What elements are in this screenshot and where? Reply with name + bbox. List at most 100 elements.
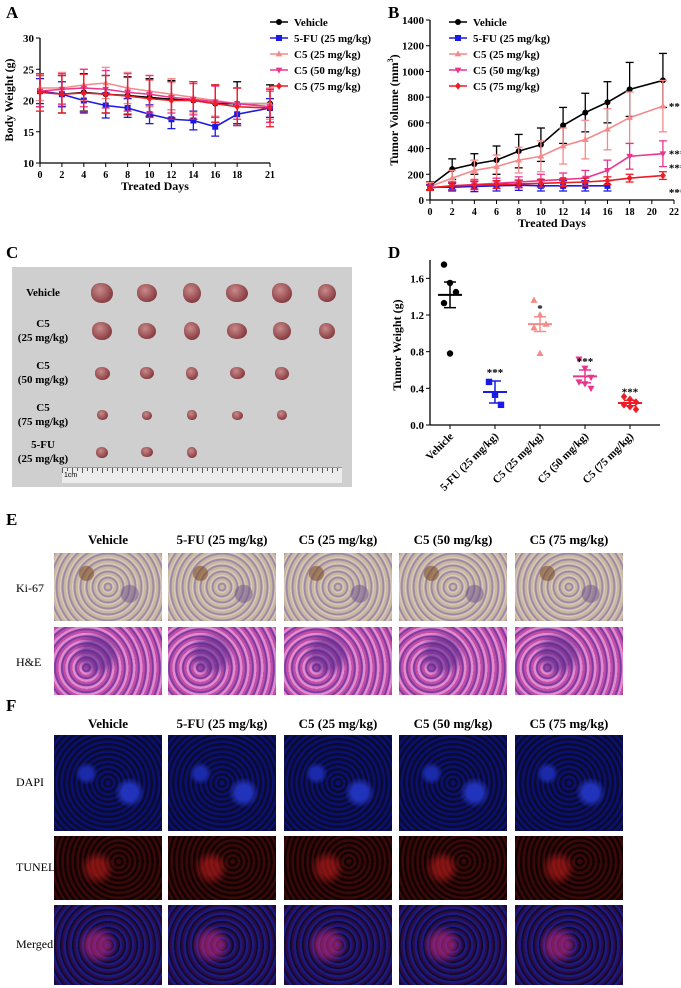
y-tick-label: 10 <box>23 158 35 170</box>
legend-entry-c25: C5 (25 mg/kg) <box>270 49 361 61</box>
panel-f-column-header: C5 (50 mg/kg) <box>413 716 493 731</box>
fluorescence-image-dapi <box>399 735 507 831</box>
fluorescence-image-tunel <box>399 836 507 900</box>
ruler-tick <box>337 468 338 471</box>
legend-marker <box>276 35 282 41</box>
ruler-tick <box>247 468 248 471</box>
y-tick-label: 0 <box>419 195 425 207</box>
x-tick-label: 8 <box>125 170 130 181</box>
y-tick-label: 600 <box>408 118 425 130</box>
photo-row-label: C5 (75 mg/kg) <box>17 402 69 428</box>
fluorescence-image-tunel <box>284 836 392 900</box>
y-tick-label: 0.4 <box>410 383 424 395</box>
data-point <box>485 378 493 386</box>
ruler-tick <box>67 468 68 471</box>
ruler-tick <box>227 468 228 471</box>
ruler-tick <box>237 468 238 471</box>
ruler-tick <box>187 468 188 471</box>
ruler-tick <box>277 468 278 471</box>
y-tick-label: 400 <box>408 144 425 156</box>
data-point <box>604 177 611 185</box>
panel-e-column-header: C5 (50 mg/kg) <box>413 532 493 547</box>
y-axis-label: Body Weight (g) <box>2 58 16 141</box>
ruler-tick <box>137 468 138 471</box>
data-point <box>626 174 633 182</box>
data-point <box>560 122 567 129</box>
data-point <box>212 123 219 130</box>
x-tick-label: 21 <box>265 170 275 181</box>
panel-label-a: A <box>6 3 19 22</box>
legend-marker <box>455 19 461 25</box>
ruler-tick <box>132 468 133 473</box>
ruler-tick <box>257 468 258 471</box>
ruler-tick <box>107 468 108 471</box>
tumor-specimen <box>141 447 153 457</box>
data-point <box>80 89 87 97</box>
ruler-tick <box>192 468 193 473</box>
data-point <box>530 323 538 331</box>
ruler-tick <box>167 468 168 471</box>
ruler-tick <box>307 468 308 471</box>
x-tick-label: 22 <box>669 207 679 218</box>
legend-label: 5-FU (25 mg/kg) <box>473 33 550 45</box>
panel-e-row-label: Ki-67 <box>16 581 44 595</box>
data-point <box>582 109 589 116</box>
panel-e-column-header: C5 (25 mg/kg) <box>298 532 378 547</box>
data-point <box>537 152 545 159</box>
significance-c75: *** <box>669 163 681 175</box>
legend-entry-c75: C5 (75 mg/kg) <box>449 81 540 93</box>
legend-entry-c75: C5 (75 mg/kg) <box>270 81 361 93</box>
data-point <box>626 395 634 404</box>
data-point <box>604 182 611 189</box>
y-tick-label: 1000 <box>402 66 425 78</box>
data-point <box>560 179 567 187</box>
histology-image-ki67 <box>284 553 392 621</box>
tumor-specimen <box>231 410 243 420</box>
x-tick-label: 10 <box>145 170 155 181</box>
fluorescence-image-merged <box>168 905 276 985</box>
panel-label-c: C <box>6 243 19 262</box>
y-axis-label: Tumor Volume (mm3) <box>386 54 401 165</box>
ruler-tick <box>92 468 93 473</box>
ruler-tick <box>117 468 118 471</box>
significance-c25: ** <box>669 101 681 113</box>
fluorescence-image-merged <box>284 905 392 985</box>
panel-e-column-header: C5 (75 mg/kg) <box>529 532 609 547</box>
legend-label: C5 (75 mg/kg) <box>473 81 540 93</box>
x-tick-label: 2 <box>450 207 455 218</box>
ruler-tick <box>157 468 158 471</box>
ruler-tick <box>242 468 243 473</box>
legend-entry-c50: C5 (50 mg/kg) <box>449 65 540 77</box>
tumor-specimen <box>96 410 108 420</box>
ruler-tick <box>87 468 88 471</box>
data-point <box>37 88 43 96</box>
panel-f-column-header: C5 (75 mg/kg) <box>529 716 609 731</box>
ruler-tick <box>327 468 328 471</box>
histology-image-he <box>515 627 623 695</box>
ruler-tick <box>182 468 183 473</box>
panel-f-column-header: 5-FU (25 mg/kg) <box>176 716 268 731</box>
ruler-tick <box>82 468 83 473</box>
fluorescence-image-merged <box>515 905 623 985</box>
series-c75 <box>426 171 667 192</box>
panel-f-row-label: TUNEL <box>16 860 56 874</box>
photo-row-label: C5 (50 mg/kg) <box>17 360 69 386</box>
panel-e-column-header: Vehicle <box>88 532 128 547</box>
data-point <box>448 174 456 181</box>
x-tick-label: 12 <box>166 170 176 181</box>
panel-label-b: B <box>388 3 400 22</box>
x-axis-label: Treated Days <box>518 216 586 230</box>
x-tick-label: 2 <box>59 170 64 181</box>
x-tick-label: 14 <box>188 170 198 181</box>
legend-marker <box>275 67 283 74</box>
data-point <box>190 117 197 124</box>
y-tick-label: 25 <box>23 64 35 76</box>
legend-marker <box>275 50 283 57</box>
histology-image-ki67 <box>54 553 162 621</box>
x-tick-label: 12 <box>558 207 568 218</box>
data-point <box>659 171 666 180</box>
data-point <box>452 288 460 296</box>
tumor-specimen <box>227 322 247 340</box>
x-tick-label: 18 <box>232 170 242 181</box>
ruler-tick <box>127 468 128 471</box>
